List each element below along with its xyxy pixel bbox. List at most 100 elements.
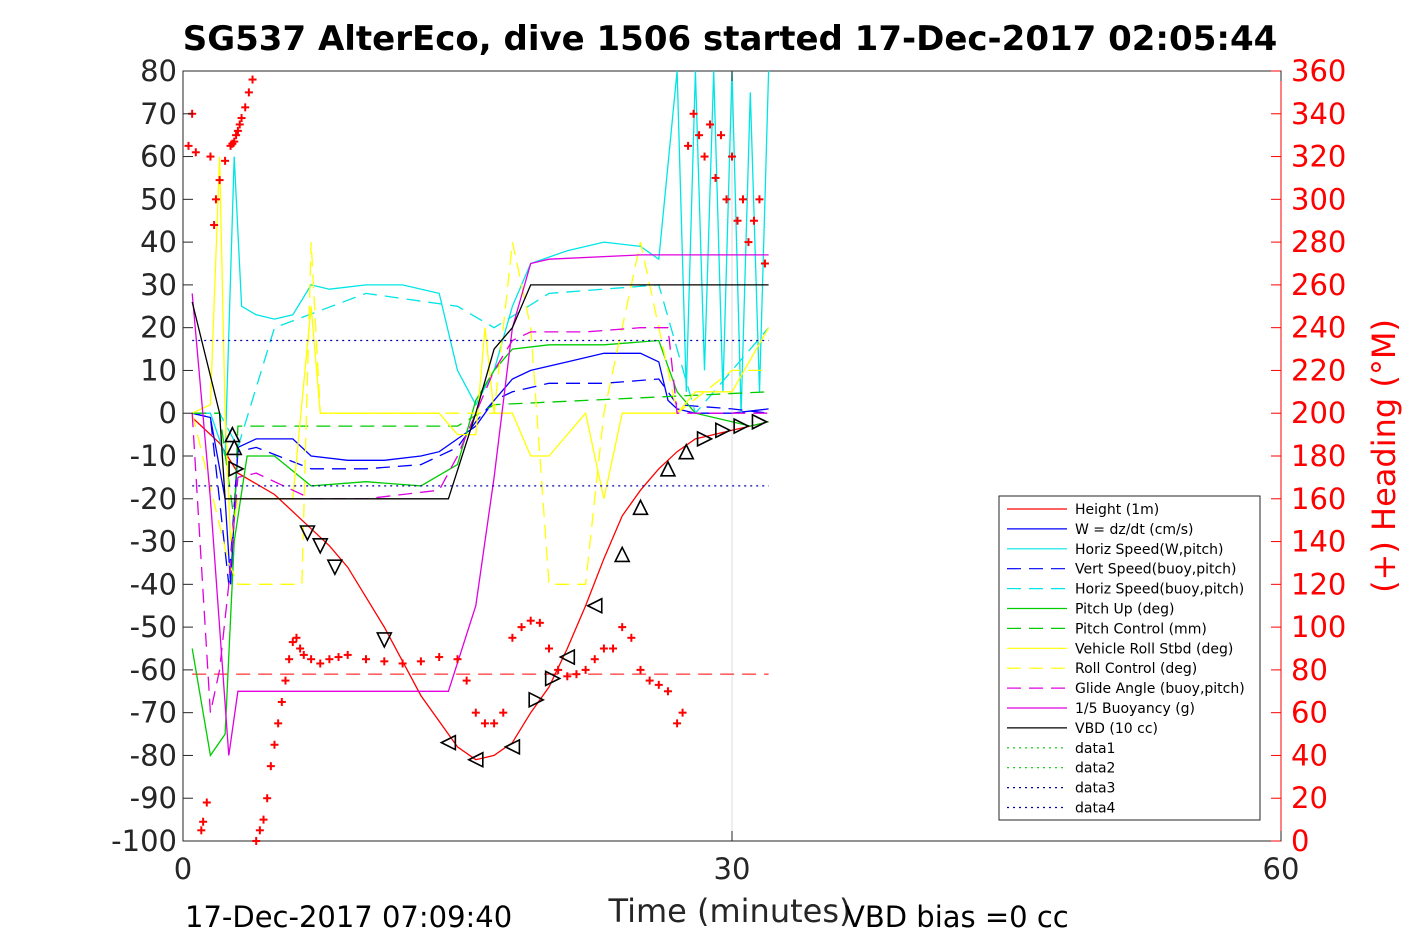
- heading-point: [654, 680, 663, 689]
- y-right-tick-label: 120: [1291, 567, 1346, 601]
- heading-point: [296, 644, 305, 653]
- y-right-tick-label: 140: [1291, 525, 1346, 559]
- heading-point: [343, 650, 352, 659]
- y-left-tick-label: 0: [159, 396, 177, 430]
- heading-points-layer: [184, 75, 769, 845]
- heading-point: [572, 670, 581, 679]
- y-left-tick-label: -60: [130, 653, 177, 687]
- heading-point: [535, 618, 544, 627]
- y-right-tick-label: 280: [1291, 225, 1346, 259]
- heading-point: [237, 114, 246, 123]
- heading-point: [241, 103, 250, 112]
- y-right-tick-label: 260: [1291, 268, 1346, 302]
- legend-label-data1: data1: [1075, 741, 1115, 757]
- heading-point: [545, 644, 553, 653]
- y-right-tick-label: 60: [1291, 696, 1328, 730]
- heading-point: [678, 708, 687, 717]
- footer-timestamp: 17-Dec-2017 07:09:40: [185, 900, 512, 934]
- y-right-tick-label: 0: [1291, 824, 1309, 858]
- heading-point: [263, 794, 272, 803]
- y-right-tick-label: 200: [1291, 396, 1346, 430]
- heading-point: [292, 633, 301, 642]
- y-right-tick-label: 20: [1291, 781, 1328, 815]
- y-right-tick-label: 360: [1291, 54, 1346, 88]
- y-left-tick-label: 40: [140, 225, 177, 259]
- heading-point: [563, 672, 572, 681]
- heading-point: [627, 633, 636, 642]
- heading-point: [235, 120, 244, 129]
- legend: Height (1m) W = dz/dt (cm/s) Horiz Speed(W…: [998, 495, 1261, 821]
- y-left-tick-label: 10: [140, 353, 177, 387]
- y-left-tick-label: 20: [140, 311, 177, 345]
- heading-point: [259, 815, 268, 824]
- heading-point: [618, 623, 627, 632]
- heading-point: [299, 650, 308, 659]
- waypoint-marker: [632, 498, 649, 516]
- waypoint-marker: [376, 632, 393, 649]
- waypoint-marker: [696, 430, 714, 448]
- heading-point: [325, 655, 334, 664]
- y-left-tick-label: -20: [130, 482, 177, 516]
- heading-point: [416, 657, 425, 666]
- x-tick-label: 60: [1263, 852, 1300, 886]
- y-right-tick-label: 180: [1291, 439, 1346, 473]
- heading-point: [281, 676, 290, 685]
- heading-point: [711, 173, 720, 182]
- heading-point: [211, 195, 220, 204]
- series-vbd-10-cc: [191, 284, 769, 500]
- heading-point: [706, 120, 715, 129]
- waypoint-marker: [715, 422, 732, 439]
- series-roll-control-deg: [191, 241, 769, 585]
- heading-point: [210, 221, 219, 229]
- waypoint-marker: [544, 670, 562, 687]
- waypoint-marker: [585, 597, 603, 615]
- legend-label-vbd-10-cc: VBD (10 cc): [1075, 721, 1158, 737]
- waypoint-markers-layer: [224, 413, 769, 769]
- waypoint-marker: [467, 751, 484, 769]
- y-right-tick-label: 340: [1291, 97, 1346, 131]
- legend-box: [998, 495, 1261, 821]
- legend-label-horiz-speed-w-pitch: Horiz Speed(W,pitch): [1075, 542, 1223, 558]
- heading-point: [244, 88, 253, 97]
- heading-point: [184, 141, 193, 150]
- heading-point: [380, 657, 389, 666]
- heading-point: [270, 740, 279, 749]
- waypoint-marker: [659, 460, 677, 477]
- series-1-5-buoyancy-g: [191, 254, 769, 756]
- heading-point: [581, 665, 590, 674]
- heading-point: [215, 176, 224, 185]
- heading-point: [749, 216, 758, 225]
- legend-label-height-1m: Height (1m): [1075, 502, 1159, 518]
- heading-point: [480, 719, 489, 728]
- chart-title: SG537 AlterEco, dive 1506 started 17-Dec…: [183, 19, 1278, 59]
- y-right-tick-label: 300: [1291, 182, 1346, 216]
- heading-point: [689, 109, 698, 118]
- y-left-tick-label: -90: [130, 781, 177, 815]
- y-left-tick-label: -10: [130, 439, 177, 473]
- y-right-axis-label: (+) Heading (°M): [1365, 319, 1403, 593]
- heading-point: [490, 719, 499, 728]
- waypoint-marker: [677, 442, 695, 460]
- legend-label-data4: data4: [1075, 801, 1116, 817]
- heading-point: [728, 152, 736, 161]
- y-left-tick-label: 60: [140, 140, 177, 174]
- series-pitch-control-mm: [192, 391, 769, 521]
- legend-label-pitch-up-deg: Pitch Up (deg): [1075, 602, 1174, 618]
- heading-point: [760, 259, 769, 268]
- heading-point: [471, 708, 480, 717]
- waypoint-marker: [733, 417, 750, 435]
- x-axis-label: Time (minutes): [608, 892, 852, 930]
- legend-label-vert-speed-buoy-pitch: Vert Speed(buoy,pitch): [1075, 562, 1237, 578]
- heading-point: [700, 152, 709, 161]
- heading-point: [599, 644, 608, 653]
- heading-point: [307, 655, 316, 664]
- heading-point: [398, 659, 407, 668]
- y-left-tick-label: -50: [130, 610, 177, 644]
- y-left-tick-label: 50: [140, 182, 177, 216]
- y-right-tick-label: 220: [1291, 353, 1346, 387]
- legend-label-w-dz-dt-cm-s: W = dz/dt (cm/s): [1075, 522, 1194, 538]
- heading-point: [277, 697, 286, 706]
- waypoint-marker: [311, 538, 329, 555]
- y-left-tick-label: -40: [130, 567, 177, 601]
